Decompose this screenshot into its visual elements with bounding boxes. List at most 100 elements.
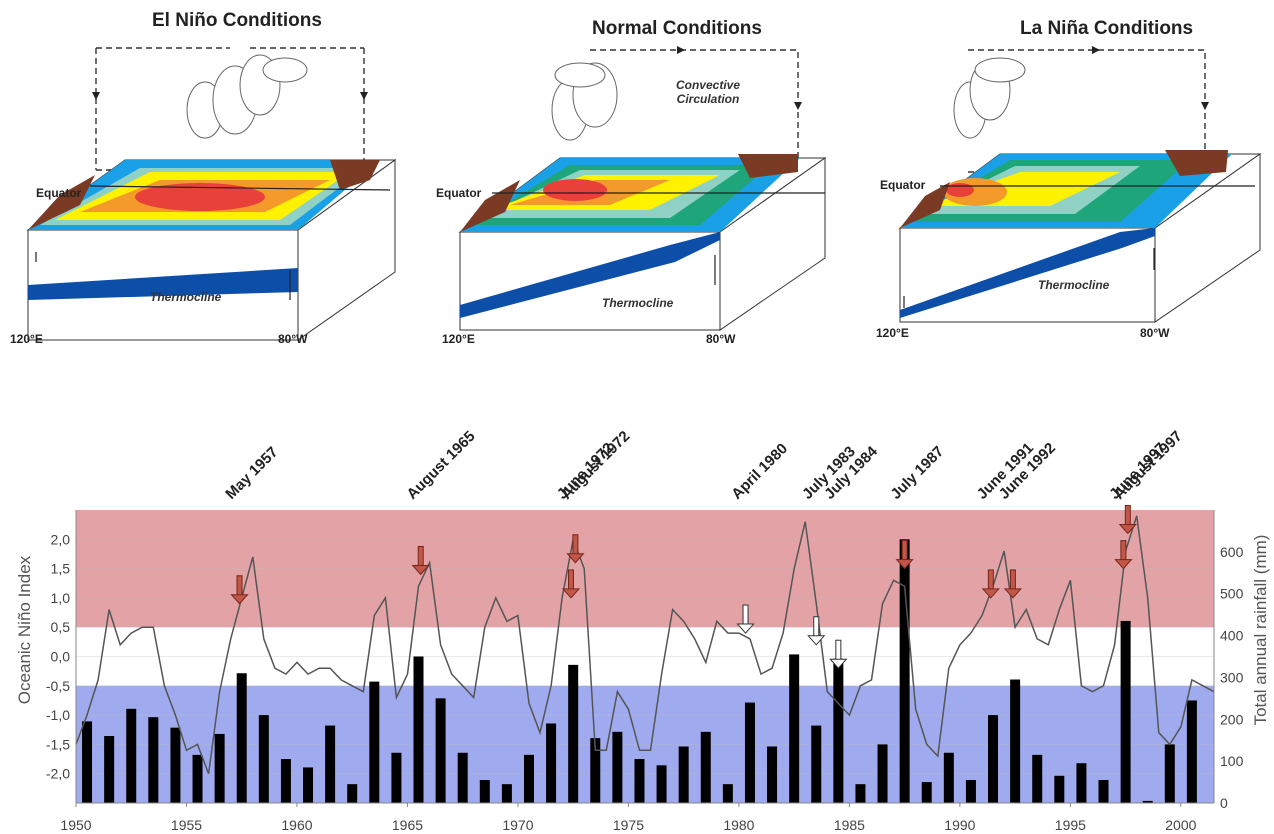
y-right-tick-label: 0	[1220, 795, 1228, 811]
rainfall-bar	[104, 736, 115, 803]
rainfall-bar	[744, 702, 755, 803]
event-arrow-head	[230, 594, 249, 605]
rainfall-bar	[1142, 800, 1153, 803]
axes-layer: 1950 1955 1960 1965 1970 1975 1980 1985 1990 1995…	[46, 510, 1244, 833]
event-arrow	[807, 616, 826, 646]
lon-left-label: 120°E	[442, 332, 475, 346]
y-left-tick-label: 0,0	[51, 649, 71, 665]
rainfall-bar	[1076, 763, 1087, 803]
rainfall-bar	[988, 715, 999, 803]
rainfall-bar	[1098, 779, 1109, 803]
event-arrow-shaft	[567, 569, 574, 591]
event-arrow-head	[981, 588, 1000, 599]
x-tick-label: 2000	[1165, 817, 1196, 833]
event-arrow	[895, 540, 914, 570]
rainfall-bar	[523, 754, 534, 803]
x-tick-label: 1985	[834, 817, 865, 833]
rainfall-bar	[413, 656, 424, 803]
rainfall-bar	[303, 767, 314, 803]
event-arrow-shaft	[572, 534, 579, 556]
x-tick-label: 1990	[944, 817, 975, 833]
event-arrow-shaft	[1009, 569, 1016, 591]
normal-panel: Normal Conditions Convective Circulation…	[430, 0, 850, 360]
rainfall-bar	[1164, 744, 1175, 803]
event-arrow	[1118, 504, 1137, 535]
rainfall-bar	[877, 744, 888, 803]
event-arrow-head	[736, 623, 755, 634]
equator-label: Equator	[436, 186, 482, 200]
rainfall-bar	[1054, 775, 1065, 803]
y-left-tick-label: -1,0	[46, 707, 70, 723]
rainfall-bar	[546, 723, 557, 803]
event-arrow-head	[411, 564, 430, 576]
event-label: August 1972	[558, 428, 633, 503]
event-arrow-shaft	[987, 569, 994, 591]
rainfall-bar	[148, 717, 159, 803]
event-arrow	[1114, 540, 1133, 570]
rainfall-bar	[590, 738, 601, 803]
rainfall-bar	[435, 698, 446, 803]
rainfall-bar	[1186, 700, 1197, 803]
rainfall-bar	[700, 731, 711, 803]
y-axis-left-title: Oceanic Niño Index	[15, 555, 34, 704]
y-left-tick-label: 1,5	[51, 561, 71, 577]
rainfall-bar	[612, 731, 623, 803]
rainfall-bar	[1032, 754, 1043, 803]
rainfall-bar	[789, 654, 800, 803]
event-label: April 1980	[728, 440, 791, 503]
y-axis-right-title: Total annual rainfall (mm)	[1251, 535, 1270, 726]
event-arrow-head	[1003, 588, 1023, 599]
rainfall-bar	[325, 725, 336, 803]
event-arrow-shaft	[1124, 504, 1131, 526]
lon-left-label: 120°E	[10, 332, 43, 346]
oni-line	[75, 515, 1215, 774]
thermocline-label: Thermocline	[602, 296, 674, 310]
equator-label: Equator	[880, 178, 926, 192]
rainfall-bar	[280, 759, 291, 803]
x-tick-label: 1960	[281, 817, 312, 833]
rainfall-bar	[1010, 679, 1021, 803]
rainfall-bar	[568, 664, 579, 803]
event-arrow-head	[561, 588, 581, 599]
event-arrow	[736, 604, 755, 634]
rainfall-bars	[82, 539, 1197, 803]
x-tick-label: 1975	[613, 817, 644, 833]
rainfall-bar	[457, 752, 468, 803]
event-label: August 1997	[1111, 428, 1186, 503]
y-left-tick-label: -1,5	[46, 736, 70, 752]
event-arrow-head	[1118, 523, 1137, 535]
rainfall-bar	[656, 765, 667, 803]
rainfall-bar	[170, 727, 181, 803]
event-arrow	[829, 639, 848, 669]
event-arrow-shaft	[417, 545, 424, 567]
lon-right-label: 80°W	[1140, 326, 1170, 340]
lon-right-label: 80°W	[706, 332, 736, 346]
panel-title: Normal Conditions	[592, 18, 762, 39]
x-tick-label: 1970	[502, 817, 533, 833]
rainfall-bar	[855, 784, 866, 803]
rainfall-bar	[82, 721, 93, 803]
rainfall-bar	[192, 754, 203, 803]
rainfall-bar	[391, 752, 402, 803]
rainfall-bar	[965, 779, 976, 803]
rainfall-bar	[921, 782, 932, 803]
y-right-tick-label: 400	[1220, 628, 1244, 644]
event-arrow-head	[895, 559, 914, 570]
lon-right-label: 80°W	[278, 332, 308, 346]
event-arrow-shaft	[835, 639, 842, 661]
y-right-tick-label: 300	[1220, 669, 1244, 685]
y-left-tick-label: -2,0	[46, 766, 70, 782]
event-arrow-shaft	[1120, 540, 1127, 562]
event-arrow-shaft	[236, 575, 243, 597]
rainfall-bar	[722, 784, 733, 803]
rainfall-bar	[236, 673, 247, 803]
event-arrow-head	[829, 658, 848, 669]
rainfall-bar	[501, 784, 512, 803]
rainfall-bar	[678, 746, 689, 803]
y-right-tick-label: 200	[1220, 711, 1244, 727]
thermocline-label: Thermocline	[1038, 278, 1110, 292]
thermocline-label: Thermocline	[150, 290, 222, 304]
event-label: August 1965	[404, 428, 479, 503]
event-arrow	[561, 569, 581, 599]
